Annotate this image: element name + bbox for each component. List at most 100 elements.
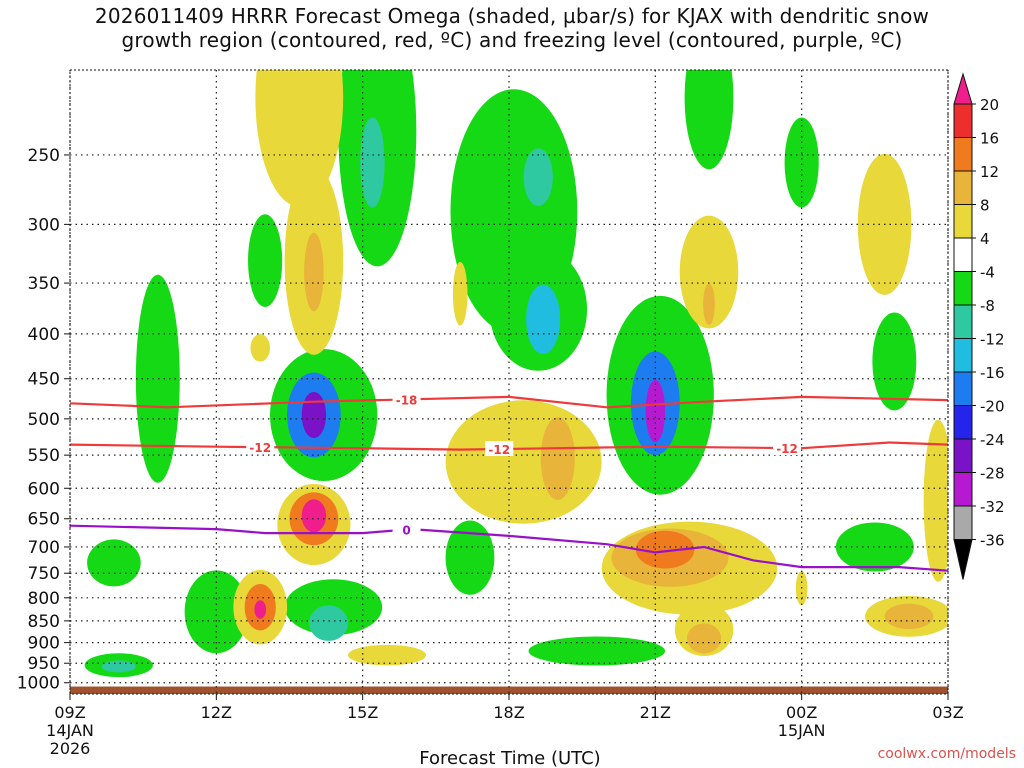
x-axis-title: Forecast Time (UTC) [419,748,600,768]
colorbar-swatch [953,438,973,473]
colorbar-label: -4 [980,264,995,282]
colorbar-label: -20 [980,398,1005,416]
x-tick-label: 15Z [347,703,378,722]
colorbar-label: 12 [980,163,999,181]
contour-label-isotherm_-18: -18 [396,393,418,407]
omega-region [526,284,561,355]
x-tick-label: 21Z [640,703,671,722]
omega-region [304,232,324,312]
contour-label-bg [485,440,514,456]
x-tick-label: 09Z [54,703,85,722]
chart-title: 2026011409 HRRR Forecast Omega (shaded, … [0,4,1024,52]
y-tick-label: 300 [28,215,60,235]
contour-label-isotherm_-12: -12 [488,443,510,457]
colorbar-swatch [953,137,973,172]
omega-region [452,261,468,326]
colorbar-label: -8 [980,297,995,315]
y-tick-label: 650 [28,510,60,530]
omega-region [445,400,602,524]
y-tick-label: 500 [28,410,60,430]
contour-label-bg [246,439,275,455]
colorbar-label: 4 [980,230,990,248]
contour-label-freezing_level_0: 0 [402,524,410,538]
omega-region [254,600,267,619]
y-tick-label: 750 [28,564,60,584]
ground-surface [70,686,948,694]
y-tick-label: 950 [28,654,60,674]
omega-region [309,605,349,641]
omega-region [703,283,715,325]
x-tick-year-label: 2026 [50,739,91,758]
colorbar-swatch [953,204,973,239]
omega-region [445,520,495,595]
y-tick-label: 850 [28,612,60,632]
colorbar-label: -36 [980,532,1005,550]
x-tick-label: 12Z [201,703,232,722]
omega-shading [84,70,948,678]
colorbar-swatch [953,338,973,373]
y-tick-label: 250 [28,146,60,166]
colorbar-swatch [953,237,973,272]
colorbar-label: -32 [980,498,1005,516]
colorbar-label: 16 [980,130,999,148]
omega-region [301,391,327,439]
contour-label-isotherm_-12: -12 [249,441,271,455]
omega-region [784,117,819,208]
x-tick-date-label: 14JAN [46,721,94,740]
contour-line-freezing_level_0 [69,524,949,572]
colorbar-label: 8 [980,197,990,215]
colorbar-label: -16 [980,364,1005,382]
omega-region [923,419,948,582]
colorbar-label: -12 [980,331,1005,349]
y-tick-label: 600 [28,479,60,499]
omega-region [360,117,385,208]
contour-label-isotherm_-12: -12 [776,442,798,456]
y-tick-label: 350 [28,274,60,294]
omega-region [301,499,327,533]
y-tick-label: 550 [28,446,60,466]
omega-region [872,312,917,411]
omega-region [101,660,136,673]
contour-line-isotherm_-18 [69,395,949,409]
omega-region [528,636,666,666]
plot-frame [69,69,949,695]
colorbar-label: -24 [980,431,1005,449]
omega-region [523,148,553,206]
omega-region [87,539,141,587]
x-tick-date-label: 15JAN [778,721,826,740]
omega-region [687,623,722,654]
omega-region [184,570,249,654]
omega-region [348,644,427,666]
x-tick-label: 18Z [493,703,524,722]
omega-region [248,214,283,308]
y-tick-label: 1000 [17,674,60,694]
omega-region [884,603,934,630]
colorbar-swatch [953,405,973,440]
y-tick-label: 400 [28,325,60,345]
omega-region [540,417,575,500]
chart-title-line2: growth region (contoured, red, ºC) and f… [121,28,903,52]
omega-region [684,70,734,170]
colorbar-swatch [953,472,973,507]
omega-region [255,70,344,207]
colorbar-swatch [953,103,973,138]
colorbar-label: 20 [980,96,999,114]
x-tick-label: 00Z [786,703,817,722]
x-tick-label: 03Z [932,703,963,722]
y-tick-label: 700 [28,538,60,558]
chart-title-line1: 2026011409 HRRR Forecast Omega (shaded, … [94,4,930,28]
colorbar: 20 16 12 8 4 -4 -8 -12 -16 -20 -24 -28 -32 -36 [953,72,1005,580]
omega-region [135,274,180,483]
colorbar-swatch [953,170,973,205]
y-tick-label: 450 [28,370,60,390]
colorbar-bottom-arrow [953,539,973,580]
colorbar-swatch [953,371,973,406]
site-credit[interactable]: coolwx.com/models [877,746,1016,762]
contour-label-bg [773,440,802,456]
contour-label-bg [392,391,421,407]
colorbar-swatch [953,271,973,306]
omega-region [835,522,914,572]
colorbar-swatch [953,304,973,339]
